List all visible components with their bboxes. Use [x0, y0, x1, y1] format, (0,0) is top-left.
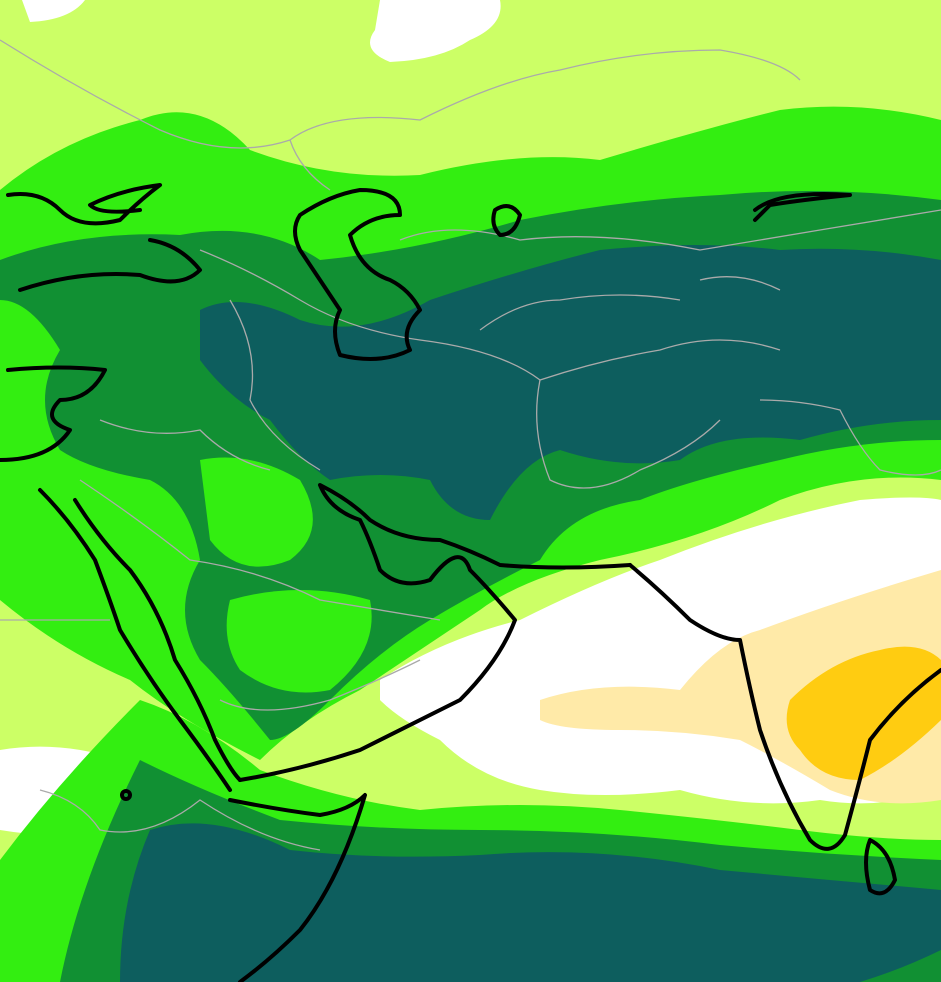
country-borders: [0, 39, 941, 851]
teal-zone: [200, 245, 941, 520]
coastlines: [0, 183, 941, 982]
white-zone: [22, 0, 85, 22]
bright-green-zone: [226, 590, 372, 693]
gold-zone: [786, 646, 941, 780]
white-zone: [370, 0, 501, 62]
teal-zone: [120, 823, 941, 982]
bright-green-zone: [200, 457, 313, 567]
